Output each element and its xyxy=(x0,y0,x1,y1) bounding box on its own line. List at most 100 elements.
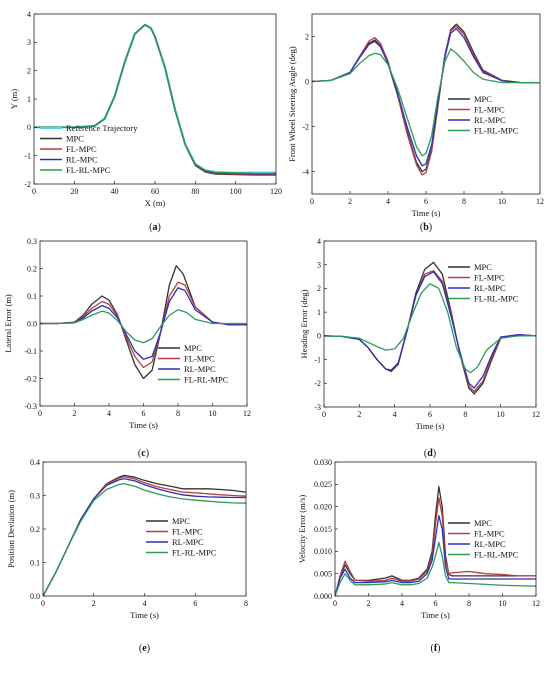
legend-entry: MPC xyxy=(172,516,190,526)
y-tick-label: 3 xyxy=(317,261,321,270)
x-tick-label: 80 xyxy=(191,187,199,196)
y-axis-label: Y (m) xyxy=(9,89,19,109)
chart-panel-b: 0 2 4 6 8 10 12 -4 -2 0 2 Time (s) Front Wheel Steer… xyxy=(287,13,544,233)
y-tick-label: -2 xyxy=(314,379,321,388)
chart-panel-e: 0 2 4 6 8 0.0 0.1 0.2 0.3 0.4 Time (s) Position Dev… xyxy=(6,458,248,654)
y-tick-label: 0.3 xyxy=(27,237,37,246)
y-axis-label: Lateral Error (m) xyxy=(3,294,13,353)
y-tick-label: 0.025 xyxy=(314,480,332,489)
y-axis-label: Position Deviation (m) xyxy=(6,490,16,568)
x-tick-label: 4 xyxy=(393,410,397,419)
y-tick-label: 0.3 xyxy=(30,491,40,500)
series-line-b-rl-mpc xyxy=(312,27,540,167)
series-line-b-mpc xyxy=(312,23,540,173)
x-tick-label: 6 xyxy=(193,599,197,608)
x-tick-label: 40 xyxy=(111,187,119,196)
x-tick-label: 6 xyxy=(142,409,146,418)
y-tick-label: 2 xyxy=(317,284,321,293)
y-tick-label: 0.0 xyxy=(27,319,37,328)
panel-label: (f) xyxy=(430,643,440,654)
legend-entry: RL-MPC xyxy=(474,115,506,125)
series-line-f-rl-mpc xyxy=(335,514,536,596)
chart-panel-a: 0 20 40 60 80 100 120 -2 -1 0 1 2 3 4 X (m) Y (m) Refere… xyxy=(9,10,282,233)
series-line-a-fl-rl-mpc xyxy=(34,24,276,174)
series-line-c-rl-mpc xyxy=(40,287,247,360)
y-tick-label: 2 xyxy=(305,32,309,41)
y-tick-label: 0.4 xyxy=(30,458,40,467)
y-tick-label: -1 xyxy=(24,151,31,160)
x-tick-label: 10 xyxy=(209,409,217,418)
x-tick-label: 4 xyxy=(386,197,390,206)
x-tick-label: 60 xyxy=(151,187,159,196)
series-line-b-fl-rl-mpc xyxy=(312,48,540,157)
y-tick-label: -3 xyxy=(314,403,321,412)
legend-entry: Reference Trajectory xyxy=(66,123,138,133)
y-tick-label: 0.005 xyxy=(314,569,332,578)
y-tick-label: -0.1 xyxy=(24,347,37,356)
series-line-b-fl-mpc xyxy=(312,25,540,176)
y-tick-label: -2 xyxy=(24,180,31,189)
x-tick-label: 6 xyxy=(434,599,438,608)
legend-entry: FL-MPC xyxy=(474,273,505,283)
x-tick-label: 10 xyxy=(497,410,505,419)
x-tick-label: 0 xyxy=(333,599,337,608)
legend-entry: MPC xyxy=(474,262,492,272)
legend-entry: FL-RL-MPC xyxy=(184,375,229,385)
y-tick-label: 0.000 xyxy=(314,592,332,601)
legend-entry: FL-RL-MPC xyxy=(172,548,217,558)
x-tick-label: 12 xyxy=(243,409,251,418)
legend-entry: FL-RL-MPC xyxy=(474,550,519,560)
y-tick-label: 0 xyxy=(305,77,309,86)
panel-label: (e) xyxy=(139,643,150,654)
y-tick-label: 0.1 xyxy=(30,558,40,567)
panel-label: (a) xyxy=(149,222,161,233)
y-tick-label: 4 xyxy=(317,237,321,246)
y-tick-label: 3 xyxy=(27,38,31,47)
series-line-e-fl-rl-mpc xyxy=(43,483,246,596)
panel-label: (b) xyxy=(420,222,432,233)
y-tick-label: 1 xyxy=(27,95,31,104)
x-tick-label: 6 xyxy=(424,197,428,206)
x-tick-label: 20 xyxy=(70,187,78,196)
y-tick-label: -0.3 xyxy=(24,402,37,411)
x-tick-label: 4 xyxy=(143,599,147,608)
legend-entry: RL-MPC xyxy=(474,283,506,293)
legend-entry: RL-MPC xyxy=(66,155,98,165)
legend-entry: FL-RL-MPC xyxy=(474,126,519,136)
x-tick-label: 2 xyxy=(348,197,352,206)
panel-label: (d) xyxy=(424,448,436,459)
series-line-c-fl-mpc xyxy=(40,281,247,369)
legend-entry: RL-MPC xyxy=(474,539,506,549)
x-tick-label: 10 xyxy=(498,197,506,206)
y-tick-label: 0.020 xyxy=(314,502,332,511)
y-tick-label: 0 xyxy=(27,123,31,132)
series-line-d-rl-mpc xyxy=(324,271,536,389)
y-tick-label: 0.1 xyxy=(27,292,37,301)
legend-a: Reference TrajectoryMPCFL-MPCRL-MPCFL-RL… xyxy=(40,123,138,175)
x-tick-label: 8 xyxy=(463,410,467,419)
x-tick-label: 0 xyxy=(322,410,326,419)
legend-entry: MPC xyxy=(474,94,492,104)
y-tick-label: 0 xyxy=(317,332,321,341)
legend-entry: MPC xyxy=(184,343,202,353)
x-tick-label: 4 xyxy=(107,409,111,418)
x-tick-label: 2 xyxy=(367,599,371,608)
x-tick-label: 8 xyxy=(462,197,466,206)
y-tick-label: 4 xyxy=(27,10,31,19)
y-tick-label: 0.015 xyxy=(314,525,332,534)
y-tick-label: 1 xyxy=(317,308,321,317)
x-axis-label: Time (s) xyxy=(412,208,441,218)
series-line-e-rl-mpc xyxy=(43,478,246,596)
x-tick-label: 8 xyxy=(467,599,471,608)
chart-panel-c: 0 2 4 6 8 10 12 -0.3 -0.2 -0.1 0.0 0.1 0.2 0.3 Time (s… xyxy=(3,237,251,459)
y-axis-label: Front Wheel Steering Angle (deg) xyxy=(287,46,297,162)
y-tick-label: 2 xyxy=(27,66,31,75)
x-tick-label: 8 xyxy=(176,409,180,418)
legend-entry: MPC xyxy=(474,518,492,528)
legend-entry: RL-MPC xyxy=(172,537,204,547)
series-line-f-fl-mpc xyxy=(335,497,536,596)
x-tick-label: 0 xyxy=(32,187,36,196)
